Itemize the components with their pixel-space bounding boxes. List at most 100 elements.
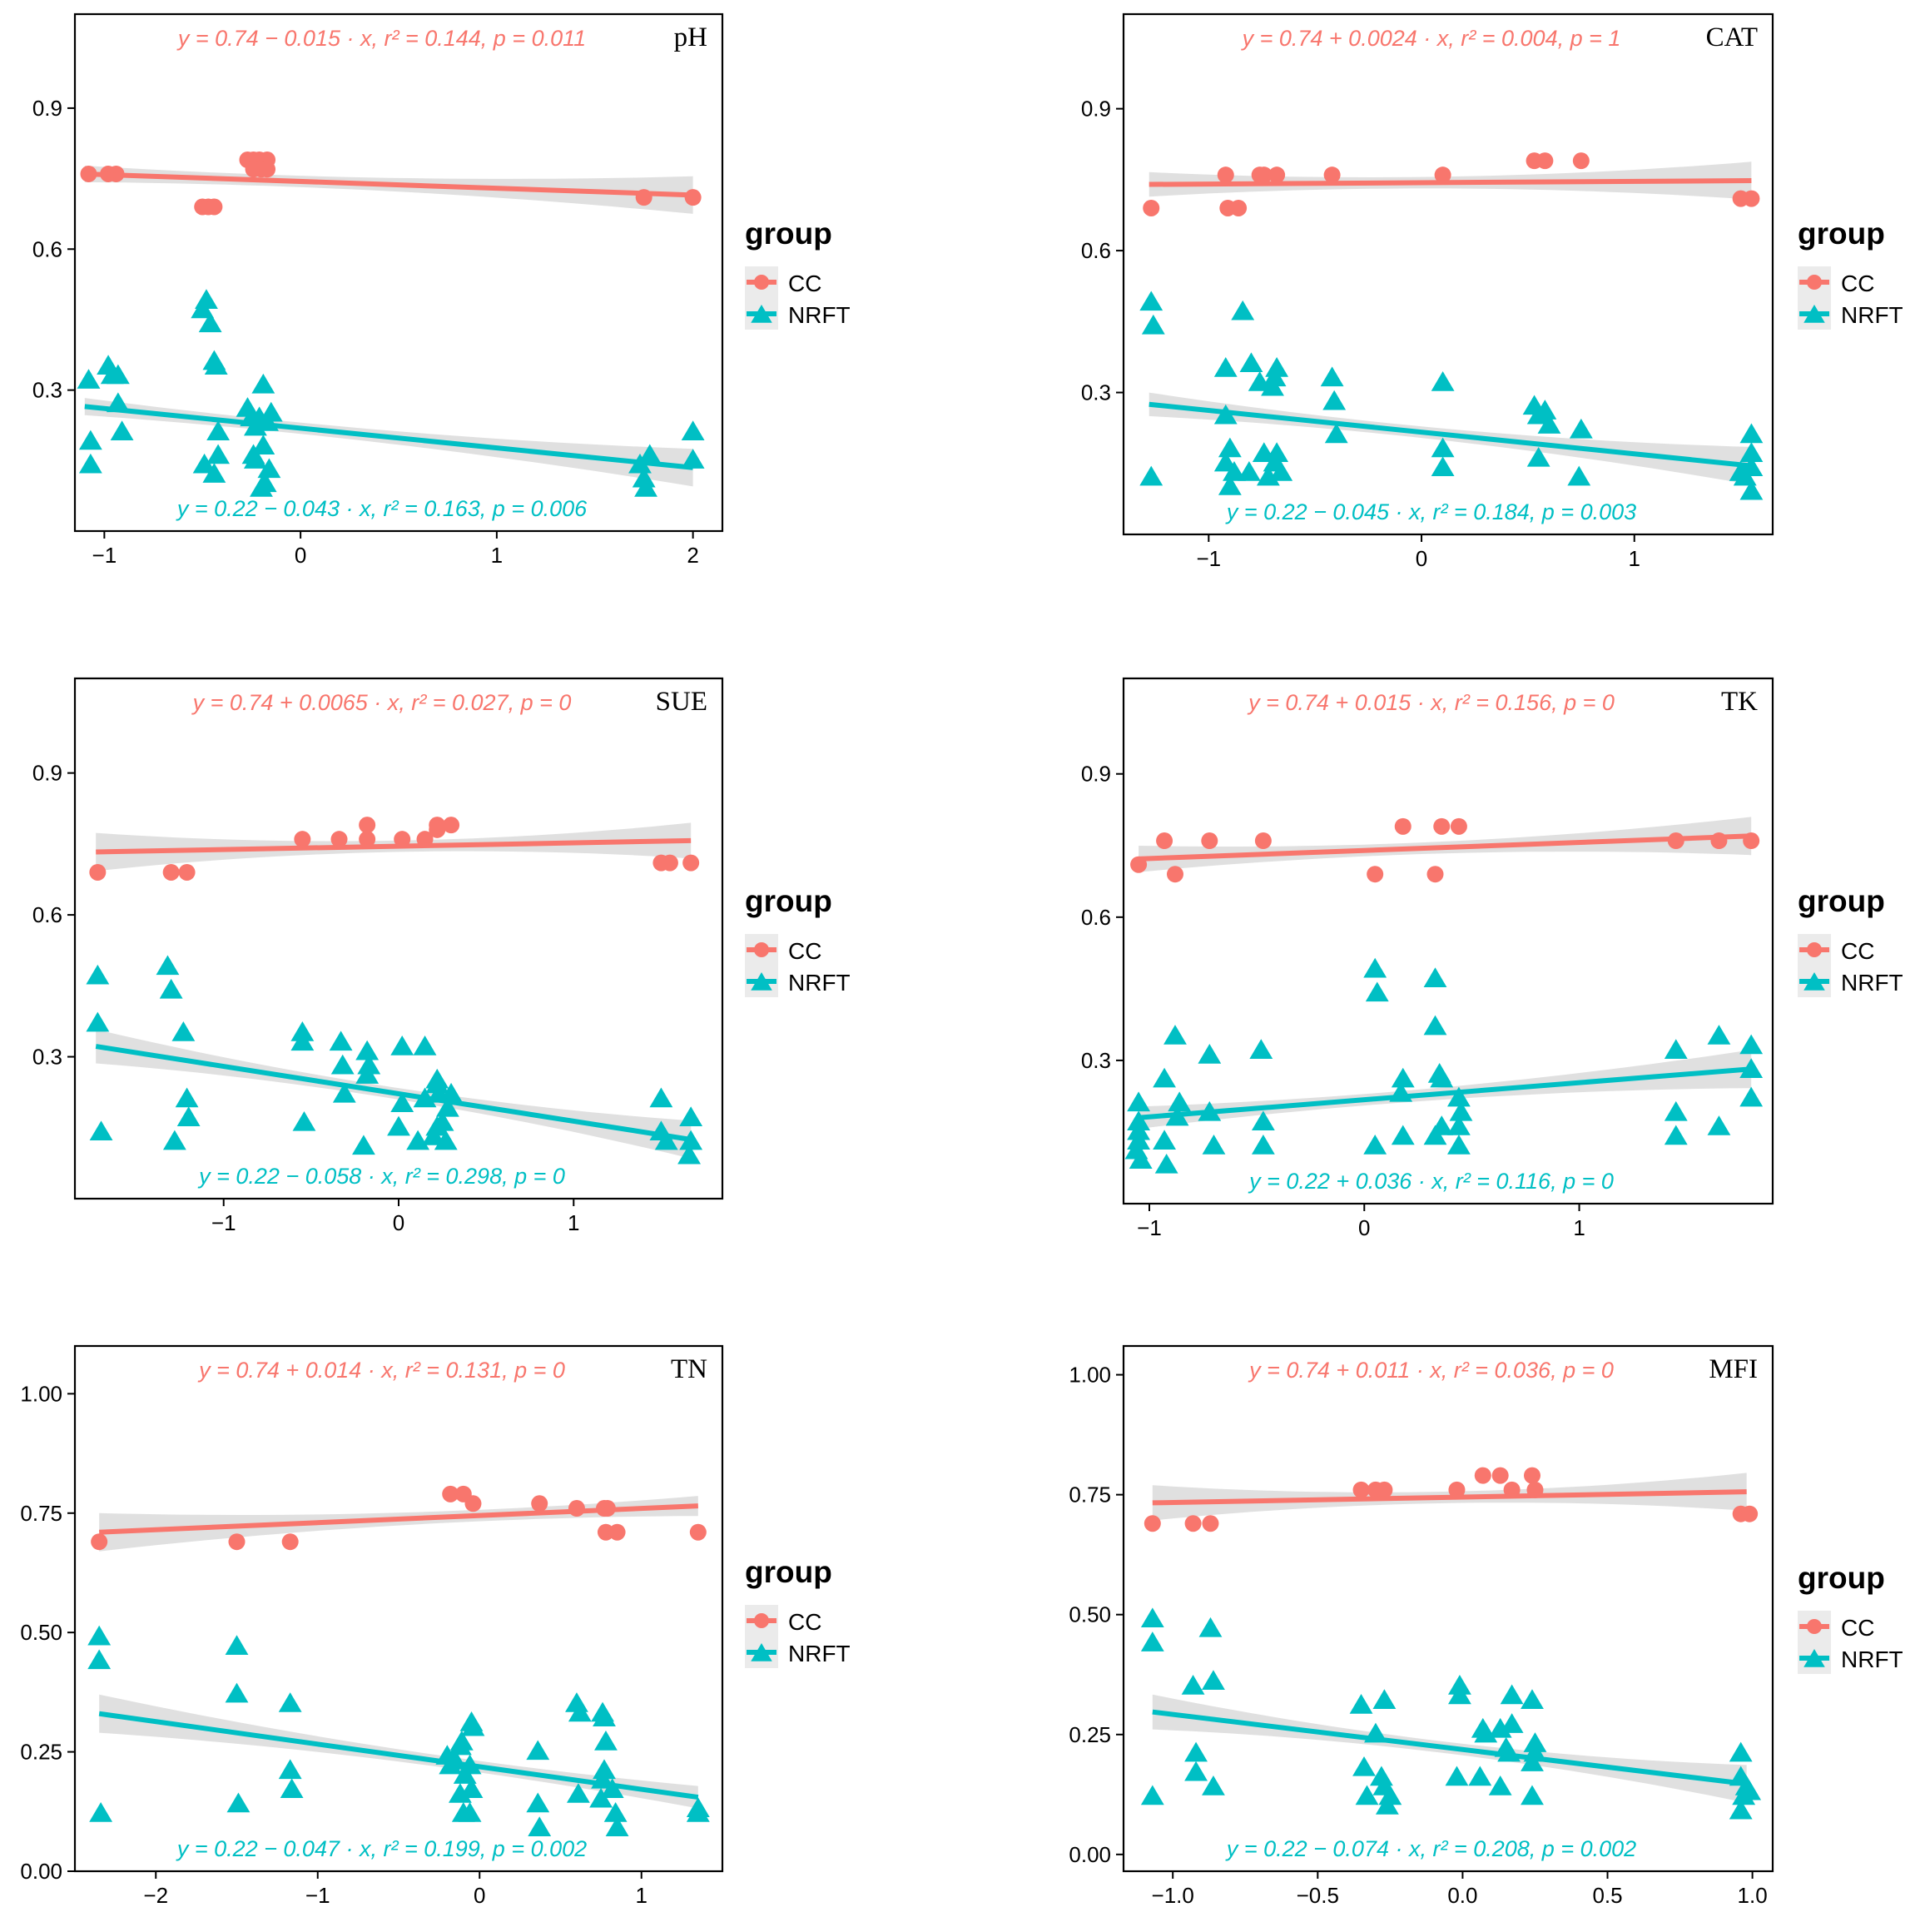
nrft-data-point bbox=[1363, 957, 1387, 978]
nrft-data-point bbox=[425, 1073, 449, 1094]
nrft-data-point bbox=[1365, 981, 1389, 1002]
nrft-data-point bbox=[1431, 456, 1455, 477]
legend-nrft-label: NRFT bbox=[1841, 302, 1903, 328]
nrft-regression-line bbox=[84, 404, 693, 470]
nrft-data-point bbox=[78, 453, 102, 474]
nrft-data-point bbox=[195, 289, 218, 309]
y-tick-label: 0.6 bbox=[1081, 238, 1111, 263]
triangle-marker-icon bbox=[1803, 305, 1825, 323]
cc-data-point bbox=[568, 1500, 585, 1517]
cc-data-point bbox=[206, 198, 223, 216]
nrft-data-point bbox=[686, 1802, 710, 1822]
chart-panel-tk: 0.3 0.6 0.9 −1 0 1 TK y = 0.74 + 0.015 · x, r² … bbox=[1081, 677, 1903, 1240]
nrft-data-point bbox=[87, 1625, 112, 1646]
legend-cc-label: CC bbox=[788, 1609, 821, 1635]
y-tick-label: 0.3 bbox=[32, 1045, 62, 1070]
cc-data-point bbox=[1741, 1505, 1759, 1522]
nrft-data-point bbox=[679, 1130, 703, 1150]
x-tick-label: −1 bbox=[92, 543, 117, 568]
nrft-data-point bbox=[605, 1816, 629, 1836]
y-tick-label: 0.00 bbox=[1069, 1842, 1111, 1867]
legend: group CC NRFT bbox=[1798, 216, 1903, 330]
nrft-data-point bbox=[1184, 1741, 1208, 1762]
nrft-data-point bbox=[1378, 1785, 1402, 1805]
cc-data-point bbox=[162, 863, 180, 881]
nrft-data-point bbox=[1431, 371, 1455, 391]
nrft-data-point bbox=[352, 1135, 375, 1155]
cc-equation-label: y = 0.74 + 0.014 · x, r² = 0.131, p = 0 bbox=[197, 1358, 565, 1383]
cc-data-point bbox=[1254, 832, 1272, 850]
cc-regression-line bbox=[1138, 833, 1752, 862]
nrft-data-point bbox=[1163, 1025, 1187, 1045]
legend: group CC NRFT bbox=[745, 1555, 851, 1668]
cc-data-point bbox=[1448, 1481, 1466, 1498]
cc-equation-label: y = 0.74 + 0.011 · x, r² = 0.036, p = 0 bbox=[1248, 1358, 1614, 1383]
nrft-data-point bbox=[1739, 1058, 1764, 1078]
cc-data-point bbox=[442, 1485, 459, 1502]
cc-data-point bbox=[682, 854, 700, 872]
cc-data-point bbox=[1434, 166, 1451, 184]
nrft-data-point bbox=[87, 1649, 112, 1670]
cc-data-point bbox=[443, 817, 460, 834]
cc-data-point bbox=[1523, 1467, 1540, 1484]
nrft-data-point bbox=[176, 1106, 201, 1126]
nrft-data-point bbox=[1739, 1034, 1764, 1055]
cc-equation-label: y = 0.74 + 0.0065 · x, r² = 0.027, p = 0 bbox=[191, 690, 572, 715]
cc-data-point bbox=[1394, 817, 1412, 835]
legend-cc-label: CC bbox=[1841, 938, 1874, 964]
nrft-data-point bbox=[1739, 1086, 1764, 1107]
cc-regression-line bbox=[99, 1503, 698, 1535]
nrft-data-point bbox=[390, 1092, 414, 1112]
x-tick-label: −0.5 bbox=[1297, 1883, 1339, 1908]
nrft-data-point bbox=[1423, 967, 1447, 987]
nrft-data-point bbox=[1500, 1684, 1524, 1705]
nrft-data-point bbox=[1521, 1689, 1544, 1710]
panel-title: SUE bbox=[656, 687, 707, 717]
nrft-data-point bbox=[257, 458, 281, 479]
triangle-marker-icon bbox=[751, 1643, 772, 1661]
nrft-data-point bbox=[1430, 1067, 1454, 1088]
x-tick-label: 0 bbox=[474, 1883, 485, 1908]
nrft-data-point bbox=[332, 1082, 356, 1103]
cc-data-point bbox=[1166, 866, 1183, 883]
nrft-data-point bbox=[600, 1778, 624, 1799]
nrft-data-point bbox=[1139, 291, 1163, 311]
y-tick-label: 0.6 bbox=[32, 236, 62, 261]
nrft-data-point bbox=[1739, 423, 1764, 444]
cc-data-point bbox=[259, 161, 276, 178]
cc-data-point bbox=[1323, 166, 1341, 184]
nrft-data-point bbox=[1423, 1015, 1447, 1036]
cc-data-point bbox=[1352, 1481, 1370, 1498]
nrft-data-point bbox=[634, 477, 657, 497]
nrft-data-point bbox=[292, 1110, 316, 1131]
y-tick-label: 0.50 bbox=[20, 1620, 62, 1645]
nrft-data-point bbox=[434, 1130, 458, 1150]
nrft-data-point bbox=[278, 1759, 302, 1780]
nrft-data-point bbox=[1349, 1694, 1373, 1714]
nrft-data-point bbox=[1181, 1675, 1205, 1695]
nrft-data-point bbox=[1664, 1100, 1688, 1121]
cc-data-point bbox=[1184, 1515, 1202, 1532]
nrft-confidence-band bbox=[1149, 392, 1752, 485]
y-tick-label: 0.6 bbox=[1081, 905, 1111, 930]
nrft-data-point bbox=[156, 955, 180, 976]
circle-marker-icon bbox=[1807, 942, 1822, 957]
nrft-data-point bbox=[330, 1054, 355, 1075]
nrft-data-point bbox=[1263, 451, 1287, 472]
nrft-data-point bbox=[1363, 1135, 1387, 1155]
x-tick-label: −1.0 bbox=[1152, 1883, 1194, 1908]
nrft-data-point bbox=[1446, 1115, 1471, 1135]
nrft-data-point bbox=[1739, 456, 1764, 477]
nrft-data-point bbox=[1324, 423, 1348, 444]
nrft-data-point bbox=[1445, 1766, 1469, 1786]
nrft-regression-line bbox=[98, 1711, 699, 1800]
nrft-data-point bbox=[1729, 1741, 1753, 1762]
nrft-data-point bbox=[435, 1096, 459, 1117]
nrft-data-point bbox=[593, 1759, 616, 1780]
nrft-data-point bbox=[1468, 1766, 1492, 1786]
y-tick-label: 0.9 bbox=[1081, 97, 1111, 122]
nrft-data-point bbox=[241, 444, 265, 464]
cc-data-point bbox=[91, 1533, 108, 1551]
nrft-data-point bbox=[1140, 1632, 1164, 1651]
cc-data-point bbox=[689, 1523, 707, 1541]
